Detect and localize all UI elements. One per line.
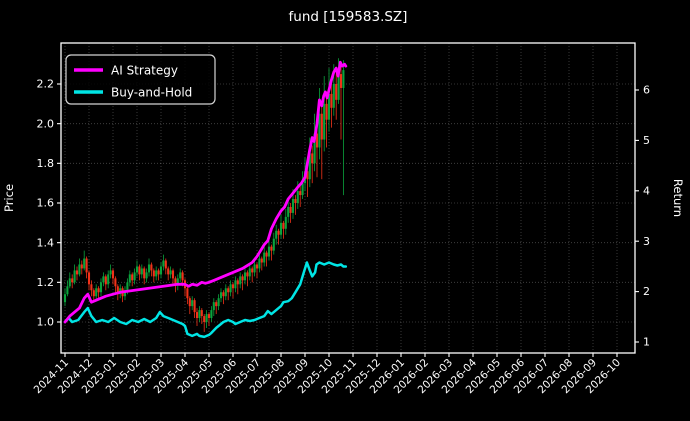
return-tick-label: 4 [643,184,650,197]
left-axis-ticks: 1.0 1.2 1.4 1.6 1.8 2.0 2.2 [37,78,61,329]
right-axis-ticks: 1 2 3 4 5 6 [635,84,650,349]
price-tick-label: 1.8 [37,157,55,170]
price-tick-label: 2.2 [37,78,55,91]
legend-label-ai-strategy: AI Strategy [111,64,178,78]
legend-box [65,54,216,105]
right-axis-label: Return [671,179,685,217]
legend-label-buy-and-hold: Buy-and-Hold [111,86,192,100]
return-tick-label: 6 [643,84,650,97]
price-tick-label: 1.2 [37,276,55,289]
buy-and-hold-line [63,261,348,339]
price-tick-label: 1.0 [37,316,55,329]
price-tick-label: 2.0 [37,117,55,130]
return-tick-label: 5 [643,134,650,147]
return-tick-label: 1 [643,336,650,349]
legend: AI Strategy Buy-and-Hold [65,54,216,105]
plot-border [60,42,636,354]
left-axis-label: Price [2,184,16,212]
return-tick-label: 3 [643,235,650,248]
ai-strategy-line [63,60,348,324]
chart-title: fund [159583.SZ] [289,9,408,25]
price-tick-label: 1.4 [37,236,55,249]
price-tick-label: 1.6 [37,197,55,210]
return-tick-label: 2 [643,285,650,298]
